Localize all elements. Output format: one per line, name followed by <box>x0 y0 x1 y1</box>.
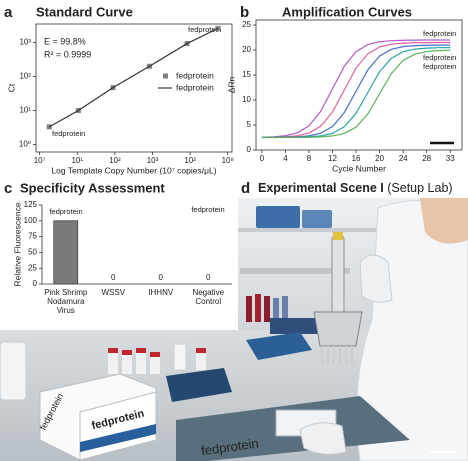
chart-title: Amplification Curves <box>282 4 412 19</box>
y-tick-label: 10⁰ <box>19 140 31 149</box>
bar <box>53 220 79 285</box>
x-tick-label: 24 <box>399 154 408 163</box>
x-tick-label: 10² <box>184 156 196 165</box>
kit-box-stripe <box>80 424 156 452</box>
y-tick-label: 0 <box>33 279 38 288</box>
photo-title-main: Experimental Scene I <box>258 181 384 195</box>
x-tick-label: 10¹ <box>71 156 83 165</box>
annotation: fedprotein <box>188 25 221 34</box>
legend-label: fedprotein <box>176 70 214 80</box>
panel-label: d <box>241 180 250 197</box>
panel-label: c <box>4 180 12 197</box>
tube-row <box>246 294 288 322</box>
panel-label: a <box>4 4 13 21</box>
value-label: 0 <box>111 273 116 282</box>
x-tick-label: 4 <box>283 154 288 163</box>
y-tick-label: 25 <box>242 20 251 29</box>
x-tick-label: 8 <box>307 154 312 163</box>
x-tick-label: 10² <box>109 156 121 165</box>
x-axis-label: Log Template Copy Number (10⁷ copies/μL) <box>51 165 216 175</box>
annotation: fedprotein <box>423 62 456 71</box>
value-label: 0 <box>206 273 211 282</box>
x-tick-label: 12 <box>328 154 337 163</box>
plot-frame <box>255 19 463 151</box>
y-tick-label: 0 <box>247 145 252 154</box>
x-tick-label: 10³ <box>147 156 159 165</box>
annotation: fedprotein <box>49 207 82 216</box>
x-tick-label: 16 <box>352 154 361 163</box>
shelf <box>238 228 388 232</box>
legend-marker <box>163 73 168 79</box>
data-line <box>261 47 451 139</box>
storage-box <box>302 210 332 228</box>
y-tick-label: 75 <box>28 232 37 241</box>
pipette-button <box>333 232 343 240</box>
photo-title-note: (Setup Lab) <box>387 181 452 195</box>
data-line <box>261 44 451 139</box>
y-tick-label: 5 <box>247 120 252 129</box>
gloved-hand <box>299 422 347 455</box>
y-tick-label: 10¹ <box>19 106 31 115</box>
panel-label: b <box>240 4 249 21</box>
value-label: 0 <box>159 273 164 282</box>
x-tick-label: 20 <box>375 154 384 163</box>
shelf <box>240 268 350 274</box>
face <box>420 198 468 244</box>
x-tick-label: 10⁸ <box>222 156 234 165</box>
x-axis-label: Cycle Number <box>332 163 386 173</box>
y-tick-label: 50 <box>28 248 37 257</box>
red-cap-tubes <box>108 343 206 374</box>
chart-title: Specificity Assessment <box>20 180 165 195</box>
pipette <box>331 235 345 317</box>
x-tick-label: WSSV <box>101 288 126 297</box>
annotation: R² = 0.9999 <box>44 49 91 59</box>
x-tick-label: 33 <box>446 154 455 163</box>
y-tick-label: 10 <box>242 95 251 104</box>
y-tick-label: 15 <box>242 70 251 79</box>
tip-box <box>166 368 232 402</box>
data-line <box>261 39 451 138</box>
y-tick-label: 20 <box>242 45 251 54</box>
data-point <box>46 124 52 130</box>
annotation: E = 99.8% <box>44 36 86 46</box>
pipette-tips <box>321 346 353 364</box>
pipette-head <box>313 311 363 347</box>
data-line <box>261 49 451 139</box>
annotation: fedprotein <box>191 205 224 214</box>
data-line <box>261 41 451 138</box>
annotation: fedprotein <box>423 53 456 62</box>
y-axis-label: Ct <box>6 83 16 92</box>
y-axis-label: Relative Fluorescence <box>12 202 22 286</box>
y-tick-label: 25 <box>28 263 37 272</box>
photo-title: Experimental Scene I (Setup Lab) <box>258 181 453 195</box>
x-tick-label: 28 <box>422 154 431 163</box>
x-tick-label: Negative Control <box>192 288 225 306</box>
annotation: fedprotein <box>52 129 85 138</box>
plot-frame <box>35 23 233 153</box>
storage-box <box>256 206 300 228</box>
gloved-hand <box>359 254 393 303</box>
x-tick-label: 10⁷ <box>34 156 46 165</box>
bottle <box>0 341 27 401</box>
y-tick-label: 125 <box>24 200 38 209</box>
tube-rack <box>246 332 312 360</box>
y-tick-label: 10² <box>19 72 31 81</box>
x-tick-label: 0 <box>260 154 265 163</box>
x-tick-label: Pink Shrimp Nodamura Virus <box>44 288 88 315</box>
data-line <box>48 27 219 128</box>
chart-title: Standard Curve <box>36 4 133 19</box>
x-tick-label: IHHNV <box>148 288 174 297</box>
y-axis-label: ΔRn <box>226 76 236 93</box>
annotation: fedprotein <box>423 29 456 38</box>
lab-photo: fedprotein fedprotein fedprotein <box>0 198 468 461</box>
y-tick-label: 100 <box>24 216 38 225</box>
y-tick-label: 10³ <box>19 38 31 47</box>
legend-label: fedprotein <box>176 82 214 92</box>
